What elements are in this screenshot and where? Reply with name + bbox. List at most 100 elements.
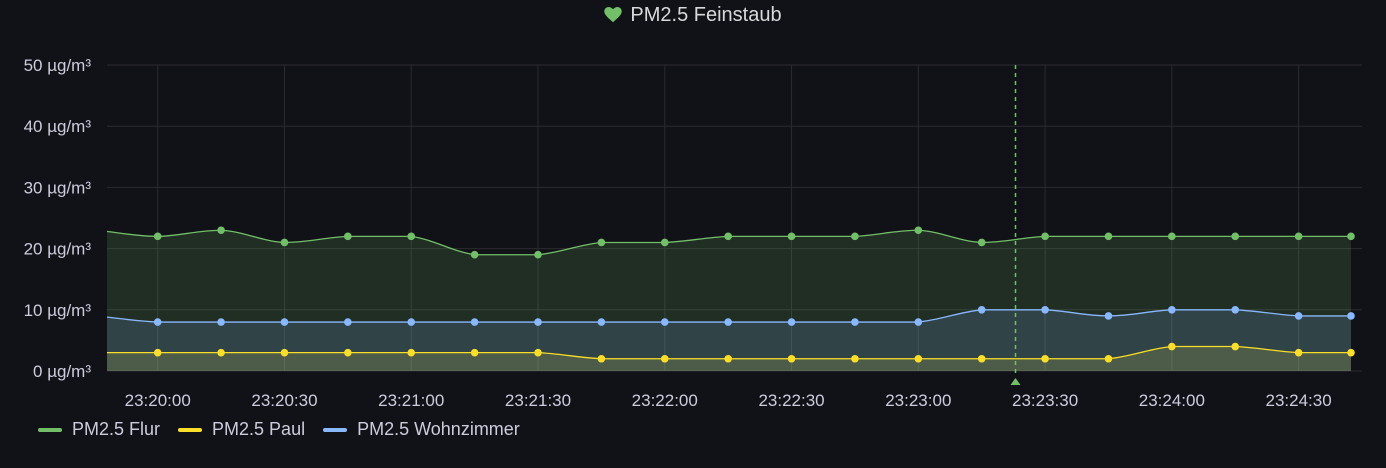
data-point bbox=[344, 318, 352, 326]
data-point bbox=[1041, 232, 1049, 241]
data-point bbox=[534, 250, 542, 259]
legend-item-paul[interactable]: PM2.5 Paul bbox=[178, 419, 305, 440]
data-point bbox=[597, 318, 606, 326]
y-tick-label: 30 µg/m³ bbox=[24, 178, 92, 197]
data-point bbox=[914, 354, 923, 363]
legend-swatch bbox=[38, 427, 62, 432]
x-tick-label: 23:20:00 bbox=[125, 391, 191, 410]
x-tick-label: 23:20:30 bbox=[251, 391, 317, 410]
data-point bbox=[1347, 348, 1355, 357]
data-point bbox=[851, 354, 859, 363]
data-point bbox=[977, 238, 986, 247]
data-point bbox=[1347, 312, 1355, 320]
data-point bbox=[1294, 232, 1303, 241]
y-axis: 0 µg/m³ 10 µg/m³ 20 µg/m³ 30 µg/m³ 40 µg/m³ 5… bbox=[24, 56, 92, 381]
x-tick-label: 23:24:30 bbox=[1266, 391, 1332, 410]
data-point bbox=[724, 354, 732, 363]
chart-area[interactable]: 0 µg/m³ 10 µg/m³ 20 µg/m³ 30 µg/m³ 40 µg/m³ 5… bbox=[0, 0, 1386, 410]
legend-label: PM2.5 Flur bbox=[72, 419, 161, 439]
legend-swatch bbox=[323, 427, 348, 432]
series-area-wohnzimmer bbox=[107, 309, 1351, 371]
data-point bbox=[597, 354, 606, 363]
heart-icon bbox=[604, 7, 623, 23]
data-point bbox=[1347, 232, 1355, 241]
data-point bbox=[1041, 354, 1049, 363]
x-tick-label: 23:21:30 bbox=[505, 391, 571, 410]
data-point bbox=[407, 348, 416, 357]
legend-label: PM2.5 Paul bbox=[212, 419, 306, 439]
x-axis: 23:20:00 23:20:30 23:21:00 23:21:30 23:22:00… bbox=[125, 391, 1332, 410]
data-point bbox=[660, 238, 669, 247]
y-tick-label: 50 µg/m³ bbox=[24, 56, 92, 75]
data-point bbox=[787, 354, 796, 363]
data-point bbox=[1294, 312, 1303, 320]
data-point bbox=[660, 354, 669, 363]
data-point bbox=[1231, 232, 1240, 241]
data-point bbox=[597, 238, 606, 247]
data-point bbox=[977, 354, 986, 363]
data-point bbox=[724, 232, 732, 241]
data-point bbox=[280, 238, 289, 247]
x-tick-label: 23:23:00 bbox=[885, 391, 951, 410]
data-point bbox=[217, 348, 225, 357]
y-tick-label: 10 µg/m³ bbox=[24, 301, 92, 320]
series-areas bbox=[107, 230, 1351, 371]
y-tick-label: 0 µg/m³ bbox=[33, 362, 91, 381]
data-point bbox=[1104, 354, 1113, 363]
data-point bbox=[407, 318, 416, 326]
series-line-wohnzimmer bbox=[106, 309, 1351, 323]
data-point bbox=[217, 318, 225, 326]
data-point bbox=[1168, 306, 1176, 314]
panel-title: PM2.5 Feinstaub bbox=[630, 3, 782, 26]
legend-label: PM2.5 Wohnzimmer bbox=[357, 419, 520, 439]
y-tick-label: 20 µg/m³ bbox=[24, 240, 92, 259]
panel-title-group[interactable]: PM2.5 Feinstaub bbox=[604, 3, 782, 27]
data-point bbox=[534, 318, 542, 326]
data-point bbox=[851, 318, 859, 326]
data-point bbox=[724, 318, 732, 326]
x-tick-label: 23:24:00 bbox=[1139, 391, 1205, 410]
data-point bbox=[280, 348, 289, 357]
data-point bbox=[977, 306, 986, 314]
data-point bbox=[153, 318, 162, 326]
data-point bbox=[470, 250, 479, 259]
data-point bbox=[1104, 232, 1113, 241]
series-area-flur bbox=[107, 230, 1351, 371]
legend-item-wohnzimmer[interactable]: PM2.5 Wohnzimmer bbox=[323, 419, 520, 440]
crosshair-marker-icon bbox=[1010, 378, 1021, 385]
legend: PM2.5 Flur PM2.5 Paul PM2.5 Wohnzimmer bbox=[38, 419, 520, 440]
data-point bbox=[1041, 306, 1049, 314]
data-point bbox=[1231, 306, 1240, 314]
data-point bbox=[787, 232, 796, 241]
data-point bbox=[914, 318, 923, 326]
data-point bbox=[1168, 342, 1176, 351]
data-point bbox=[1168, 232, 1176, 241]
legend-swatch bbox=[178, 427, 203, 432]
data-point bbox=[660, 318, 669, 326]
legend-item-flur[interactable]: PM2.5 Flur bbox=[38, 419, 160, 440]
data-point bbox=[344, 348, 352, 357]
data-point bbox=[344, 232, 352, 241]
data-point bbox=[1231, 342, 1240, 351]
x-tick-label: 23:23:30 bbox=[1012, 391, 1078, 410]
data-point bbox=[407, 232, 416, 241]
data-point bbox=[914, 226, 923, 235]
data-point bbox=[153, 232, 162, 241]
data-point bbox=[470, 348, 479, 357]
data-point bbox=[851, 232, 859, 241]
x-tick-label: 23:22:30 bbox=[758, 391, 824, 410]
data-point bbox=[470, 318, 479, 326]
crosshair bbox=[1010, 65, 1021, 385]
data-point bbox=[1294, 348, 1303, 357]
data-point bbox=[1104, 312, 1113, 320]
y-tick-label: 40 µg/m³ bbox=[24, 117, 92, 136]
data-point bbox=[787, 318, 796, 326]
x-tick-label: 23:22:00 bbox=[632, 391, 698, 410]
panel-header: PM2.5 Feinstaub bbox=[0, 0, 1386, 30]
data-point bbox=[534, 348, 542, 357]
data-point bbox=[280, 318, 289, 326]
data-point bbox=[217, 226, 225, 235]
x-tick-label: 23:21:00 bbox=[378, 391, 444, 410]
series-points bbox=[153, 226, 1355, 363]
data-point bbox=[153, 348, 162, 357]
